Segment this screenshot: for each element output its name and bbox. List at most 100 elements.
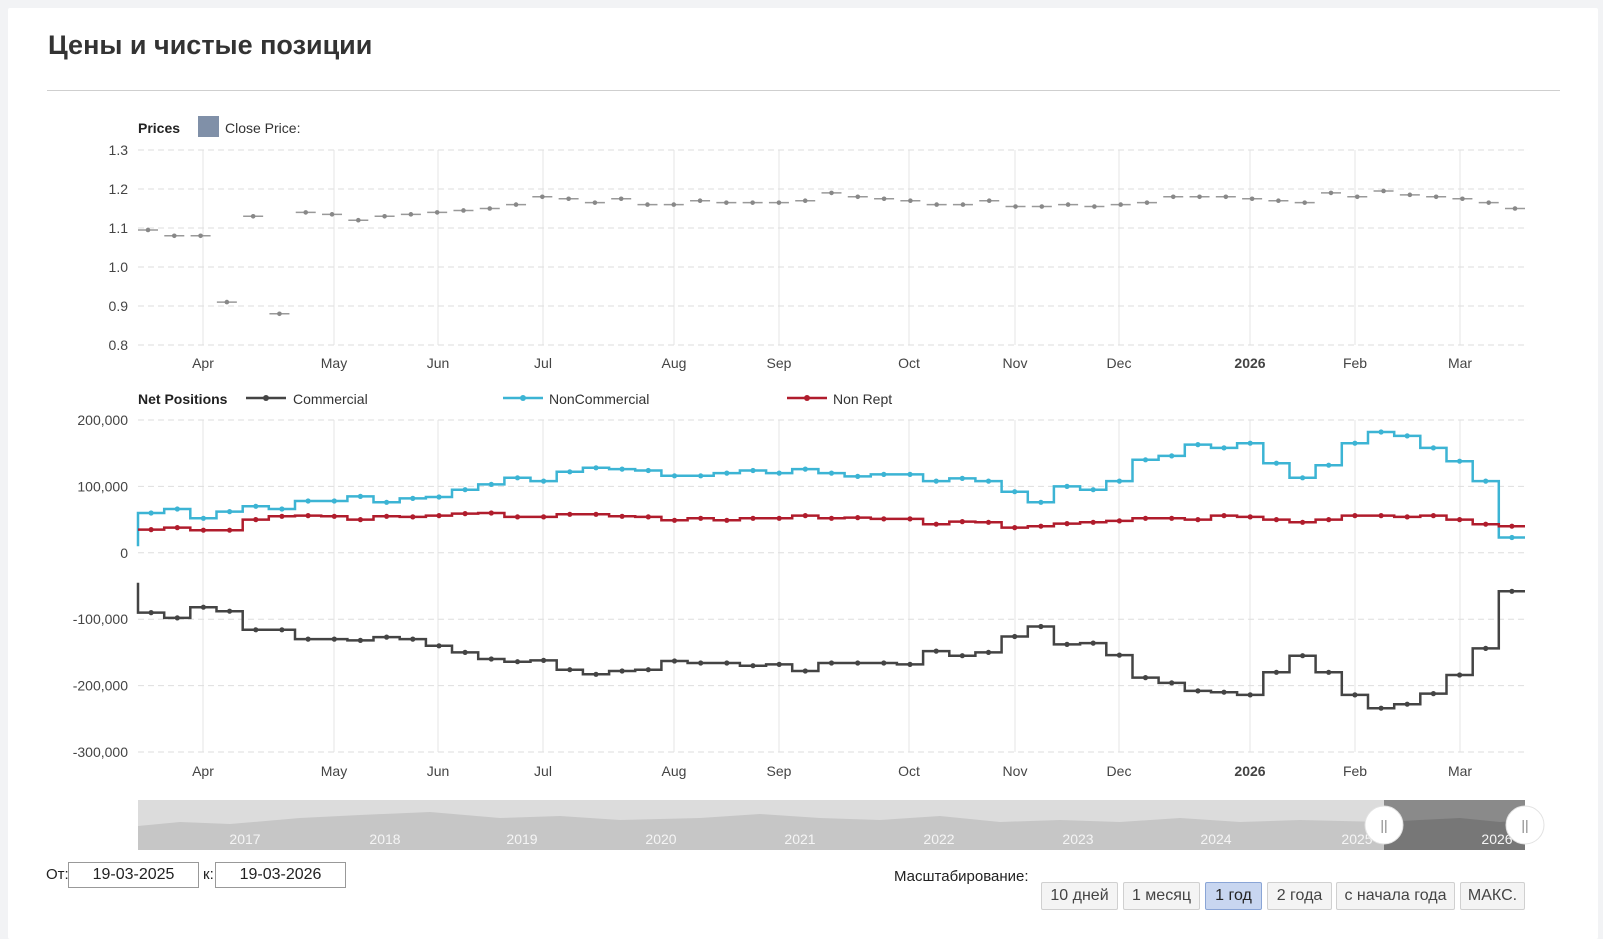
- close-price-point[interactable]: [1031, 204, 1052, 209]
- nonrept-point[interactable]: [1169, 515, 1175, 521]
- nonrept-point[interactable]: [933, 521, 939, 527]
- commercial-point[interactable]: [776, 661, 782, 668]
- zoom-1-month-button[interactable]: 1 месяц: [1123, 882, 1200, 910]
- commercial-point[interactable]: [802, 668, 808, 674]
- close-price-point[interactable]: [1110, 202, 1131, 207]
- close-price-point[interactable]: [926, 202, 947, 207]
- nonrept-point[interactable]: [1378, 513, 1384, 519]
- nonrept-point[interactable]: [279, 513, 285, 519]
- nonrept-point[interactable]: [671, 517, 678, 523]
- close-price-point[interactable]: [216, 299, 237, 305]
- commercial-point[interactable]: [1378, 705, 1384, 711]
- close-price-point[interactable]: [584, 200, 605, 205]
- nonrept-point[interactable]: [227, 527, 233, 533]
- nonrept-point[interactable]: [1404, 514, 1410, 520]
- nonrept-point[interactable]: [855, 515, 861, 521]
- commercial-point[interactable]: [1064, 641, 1070, 648]
- noncommercial-point[interactable]: [514, 475, 521, 481]
- noncommercial-point[interactable]: [1090, 487, 1096, 493]
- commercial-point[interactable]: [305, 636, 311, 642]
- noncommercial-point[interactable]: [305, 498, 311, 504]
- noncommercial-point[interactable]: [1169, 453, 1175, 459]
- close-price-point[interactable]: [400, 212, 421, 217]
- close-price-point[interactable]: [637, 202, 658, 207]
- noncommercial-point[interactable]: [802, 466, 808, 472]
- commercial-point[interactable]: [514, 659, 521, 665]
- commercial-point[interactable]: [1300, 653, 1306, 659]
- commercial-point[interactable]: [227, 608, 233, 614]
- navigator-handle-left[interactable]: ||: [1364, 805, 1404, 845]
- nonrept-point[interactable]: [1326, 517, 1332, 523]
- close-price-point[interactable]: [663, 202, 684, 207]
- commercial-point[interactable]: [410, 636, 416, 642]
- noncommercial-point[interactable]: [1221, 445, 1227, 451]
- noncommercial-point[interactable]: [227, 509, 233, 515]
- noncommercial-point[interactable]: [985, 478, 992, 484]
- close-price-point[interactable]: [1215, 194, 1236, 200]
- commercial-series-line[interactable]: [136, 582, 1525, 710]
- noncommercial-point[interactable]: [1509, 534, 1515, 541]
- nonrept-point[interactable]: [724, 517, 730, 523]
- zoom-1-year-button[interactable]: 1 год: [1205, 882, 1262, 910]
- commercial-point[interactable]: [1038, 623, 1044, 630]
- close-price-point[interactable]: [348, 217, 369, 223]
- close-price-point[interactable]: [138, 227, 158, 233]
- close-price-legend-label[interactable]: Close Price:: [225, 120, 300, 136]
- close-price-point[interactable]: [427, 210, 448, 215]
- commercial-point[interactable]: [200, 604, 206, 610]
- nonrept-point[interactable]: [593, 511, 599, 517]
- commercial-point[interactable]: [357, 637, 363, 644]
- commercial-point[interactable]: [1169, 680, 1175, 686]
- noncommercial-point[interactable]: [1195, 442, 1201, 448]
- commercial-point[interactable]: [1352, 692, 1358, 698]
- commercial-point[interactable]: [671, 658, 678, 664]
- noncommercial-series-line[interactable]: [136, 430, 1525, 547]
- commercial-point[interactable]: [541, 657, 547, 664]
- nonrept-point[interactable]: [1116, 518, 1122, 524]
- noncommercial-point[interactable]: [828, 470, 835, 476]
- commercial-point[interactable]: [1273, 669, 1279, 675]
- close-price-point[interactable]: [1084, 204, 1105, 209]
- noncommercial-point[interactable]: [593, 465, 599, 471]
- commercial-point[interactable]: [1326, 669, 1332, 675]
- commercial-point[interactable]: [331, 636, 337, 642]
- nonrept-point[interactable]: [567, 511, 573, 517]
- noncommercial-point[interactable]: [1038, 499, 1044, 505]
- nonrept-point[interactable]: [1273, 517, 1279, 523]
- commercial-point[interactable]: [1404, 701, 1410, 707]
- noncommercial-point[interactable]: [1404, 433, 1410, 439]
- commercial-point[interactable]: [1142, 675, 1149, 681]
- nonrept-point[interactable]: [1247, 514, 1253, 520]
- zoom-max-button[interactable]: МАКС.: [1460, 882, 1525, 910]
- noncommercial-point[interactable]: [410, 495, 416, 501]
- close-price-point[interactable]: [190, 233, 211, 239]
- nonrept-point[interactable]: [436, 513, 442, 519]
- nonrept-point[interactable]: [1430, 513, 1436, 519]
- from-date-input[interactable]: [68, 862, 199, 888]
- nonrept-point[interactable]: [200, 527, 206, 533]
- commercial-point[interactable]: [907, 661, 913, 668]
- commercial-point[interactable]: [462, 649, 468, 656]
- close-price-point[interactable]: [979, 198, 1000, 203]
- close-price-point[interactable]: [847, 194, 868, 200]
- close-price-point[interactable]: [952, 202, 973, 207]
- commercial-point[interactable]: [724, 660, 730, 666]
- noncommercial-point[interactable]: [462, 487, 468, 493]
- noncommercial-point[interactable]: [1064, 483, 1070, 489]
- nonrept-point[interactable]: [357, 517, 363, 523]
- commercial-point[interactable]: [488, 656, 494, 662]
- commercial-point[interactable]: [959, 653, 965, 659]
- close-price-point[interactable]: [1320, 190, 1341, 196]
- noncommercial-point[interactable]: [776, 470, 782, 476]
- noncommercial-point[interactable]: [384, 499, 390, 505]
- noncommercial-point[interactable]: [881, 471, 887, 477]
- zoom-ytd-button[interactable]: с начала года: [1336, 882, 1455, 910]
- commercial-point[interactable]: [828, 660, 835, 666]
- commercial-point[interactable]: [1483, 645, 1489, 652]
- nonrept-point[interactable]: [384, 513, 390, 519]
- noncommercial-point[interactable]: [541, 478, 547, 484]
- commercial-point[interactable]: [645, 667, 651, 673]
- noncommercial-point[interactable]: [1300, 475, 1306, 481]
- close-price-point[interactable]: [1347, 194, 1368, 200]
